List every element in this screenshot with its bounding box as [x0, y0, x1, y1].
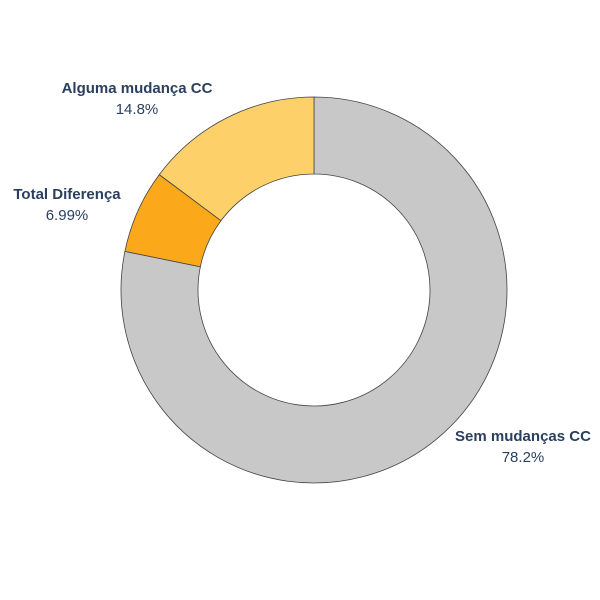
slice-label-2: Alguma mudança CC: [62, 80, 213, 97]
slice-percent-0: 78.2%: [502, 449, 545, 466]
donut-slices: [120, 96, 508, 484]
donut-slice-2[interactable]: [158, 96, 315, 222]
slice-percent-1: 6.99%: [46, 207, 89, 224]
donut-slice-0[interactable]: [120, 96, 508, 484]
slice-labels: Sem mudanças CC 78.2% Total Diferença 6.99%…: [13, 80, 591, 466]
slice-percent-2: 14.8%: [116, 101, 159, 118]
slice-label-1: Total Diferença: [13, 186, 121, 203]
slice-label-0: Sem mudanças CC: [455, 428, 591, 445]
